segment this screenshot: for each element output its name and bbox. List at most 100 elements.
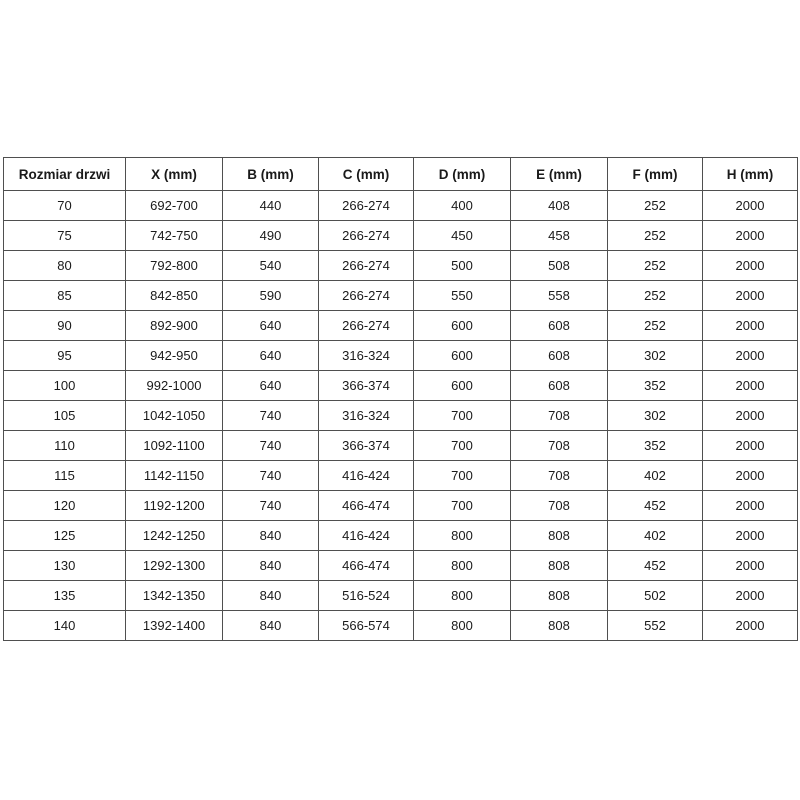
table-cell: 740 bbox=[222, 460, 319, 491]
table-cell: 1242-1250 bbox=[125, 520, 223, 551]
table-cell: 552 bbox=[607, 610, 703, 641]
table-cell: 640 bbox=[222, 310, 319, 341]
table-cell: 458 bbox=[510, 220, 608, 251]
table-cell: 742-750 bbox=[125, 220, 223, 251]
table-cell: 692-700 bbox=[125, 190, 223, 221]
table-cell: 700 bbox=[413, 460, 511, 491]
table-cell: 120 bbox=[3, 490, 126, 521]
table-cell: 600 bbox=[413, 340, 511, 371]
table-cell: 2000 bbox=[702, 520, 798, 551]
table-cell: 366-374 bbox=[318, 430, 414, 461]
table-cell: 1042-1050 bbox=[125, 400, 223, 431]
table-cell: 740 bbox=[222, 400, 319, 431]
table-cell: 2000 bbox=[702, 280, 798, 311]
table-cell: 75 bbox=[3, 220, 126, 251]
table-cell: 1392-1400 bbox=[125, 610, 223, 641]
table-cell: 80 bbox=[3, 250, 126, 281]
table-cell: 400 bbox=[413, 190, 511, 221]
table-cell: 266-274 bbox=[318, 220, 414, 251]
column-header: H (mm) bbox=[702, 157, 798, 191]
table-row: 120 1192-1200 740 466-474 700 708 452 2000 bbox=[3, 490, 798, 521]
column-header: X (mm) bbox=[125, 157, 223, 191]
table-cell: 450 bbox=[413, 220, 511, 251]
table-cell: 1192-1200 bbox=[125, 490, 223, 521]
table-cell: 808 bbox=[510, 520, 608, 551]
table-cell: 110 bbox=[3, 430, 126, 461]
table-cell: 140 bbox=[3, 610, 126, 641]
table-cell: 2000 bbox=[702, 250, 798, 281]
table-cell: 266-274 bbox=[318, 190, 414, 221]
table-cell: 302 bbox=[607, 400, 703, 431]
table-cell: 2000 bbox=[702, 580, 798, 611]
table-cell: 608 bbox=[510, 310, 608, 341]
table-cell: 740 bbox=[222, 430, 319, 461]
table-row: 140 1392-1400 840 566-574 800 808 552 2000 bbox=[3, 610, 798, 641]
table-cell: 266-274 bbox=[318, 250, 414, 281]
table-cell: 105 bbox=[3, 400, 126, 431]
table-cell: 708 bbox=[510, 490, 608, 521]
table-row: 70 692-700 440 266-274 400 408 252 2000 bbox=[3, 190, 798, 221]
table-cell: 70 bbox=[3, 190, 126, 221]
table-cell: 740 bbox=[222, 490, 319, 521]
table-row: 110 1092-1100 740 366-374 700 708 352 2000 bbox=[3, 430, 798, 461]
table-cell: 708 bbox=[510, 400, 608, 431]
table-row: 130 1292-1300 840 466-474 800 808 452 2000 bbox=[3, 550, 798, 581]
table-cell: 608 bbox=[510, 370, 608, 401]
table-cell: 466-474 bbox=[318, 490, 414, 521]
table-cell: 2000 bbox=[702, 400, 798, 431]
table-cell: 252 bbox=[607, 310, 703, 341]
table-cell: 402 bbox=[607, 520, 703, 551]
table-cell: 2000 bbox=[702, 460, 798, 491]
table-cell: 808 bbox=[510, 550, 608, 581]
table-row: 115 1142-1150 740 416-424 700 708 402 2000 bbox=[3, 460, 798, 491]
table-cell: 490 bbox=[222, 220, 319, 251]
table-cell: 316-324 bbox=[318, 340, 414, 371]
table-cell: 115 bbox=[3, 460, 126, 491]
table-cell: 842-850 bbox=[125, 280, 223, 311]
table-cell: 252 bbox=[607, 190, 703, 221]
table-cell: 100 bbox=[3, 370, 126, 401]
column-header: D (mm) bbox=[413, 157, 511, 191]
table-cell: 892-900 bbox=[125, 310, 223, 341]
table-cell: 942-950 bbox=[125, 340, 223, 371]
table-row: 75 742-750 490 266-274 450 458 252 2000 bbox=[3, 220, 798, 251]
table-cell: 500 bbox=[413, 250, 511, 281]
table-cell: 700 bbox=[413, 490, 511, 521]
table-cell: 800 bbox=[413, 580, 511, 611]
column-header: F (mm) bbox=[607, 157, 703, 191]
table-row: 105 1042-1050 740 316-324 700 708 302 2000 bbox=[3, 400, 798, 431]
door-size-spec-table: Rozmiar drzwi X (mm) B (mm) C (mm) D (mm) E (… bbox=[3, 157, 798, 641]
table-cell: 125 bbox=[3, 520, 126, 551]
table-cell: 608 bbox=[510, 340, 608, 371]
table-row: 95 942-950 640 316-324 600 608 302 2000 bbox=[3, 340, 798, 371]
table-cell: 840 bbox=[222, 520, 319, 551]
table-cell: 466-474 bbox=[318, 550, 414, 581]
table-cell: 640 bbox=[222, 370, 319, 401]
table-cell: 408 bbox=[510, 190, 608, 221]
table-body: 70 692-700 440 266-274 400 408 252 2000 75 742-75… bbox=[3, 190, 798, 641]
table-cell: 2000 bbox=[702, 310, 798, 341]
table-cell: 440 bbox=[222, 190, 319, 221]
table-cell: 516-524 bbox=[318, 580, 414, 611]
table-cell: 708 bbox=[510, 430, 608, 461]
table-cell: 566-574 bbox=[318, 610, 414, 641]
table-cell: 800 bbox=[413, 610, 511, 641]
table-cell: 2000 bbox=[702, 370, 798, 401]
table-cell: 252 bbox=[607, 220, 703, 251]
table-cell: 540 bbox=[222, 250, 319, 281]
table-cell: 266-274 bbox=[318, 280, 414, 311]
table-cell: 2000 bbox=[702, 220, 798, 251]
table-cell: 600 bbox=[413, 370, 511, 401]
table-cell: 2000 bbox=[702, 340, 798, 371]
table-cell: 800 bbox=[413, 520, 511, 551]
table-cell: 316-324 bbox=[318, 400, 414, 431]
table-cell: 252 bbox=[607, 250, 703, 281]
table-cell: 452 bbox=[607, 550, 703, 581]
table-cell: 550 bbox=[413, 280, 511, 311]
table-cell: 2000 bbox=[702, 490, 798, 521]
table-cell: 416-424 bbox=[318, 460, 414, 491]
table-cell: 95 bbox=[3, 340, 126, 371]
column-header: E (mm) bbox=[510, 157, 608, 191]
table-cell: 352 bbox=[607, 430, 703, 461]
